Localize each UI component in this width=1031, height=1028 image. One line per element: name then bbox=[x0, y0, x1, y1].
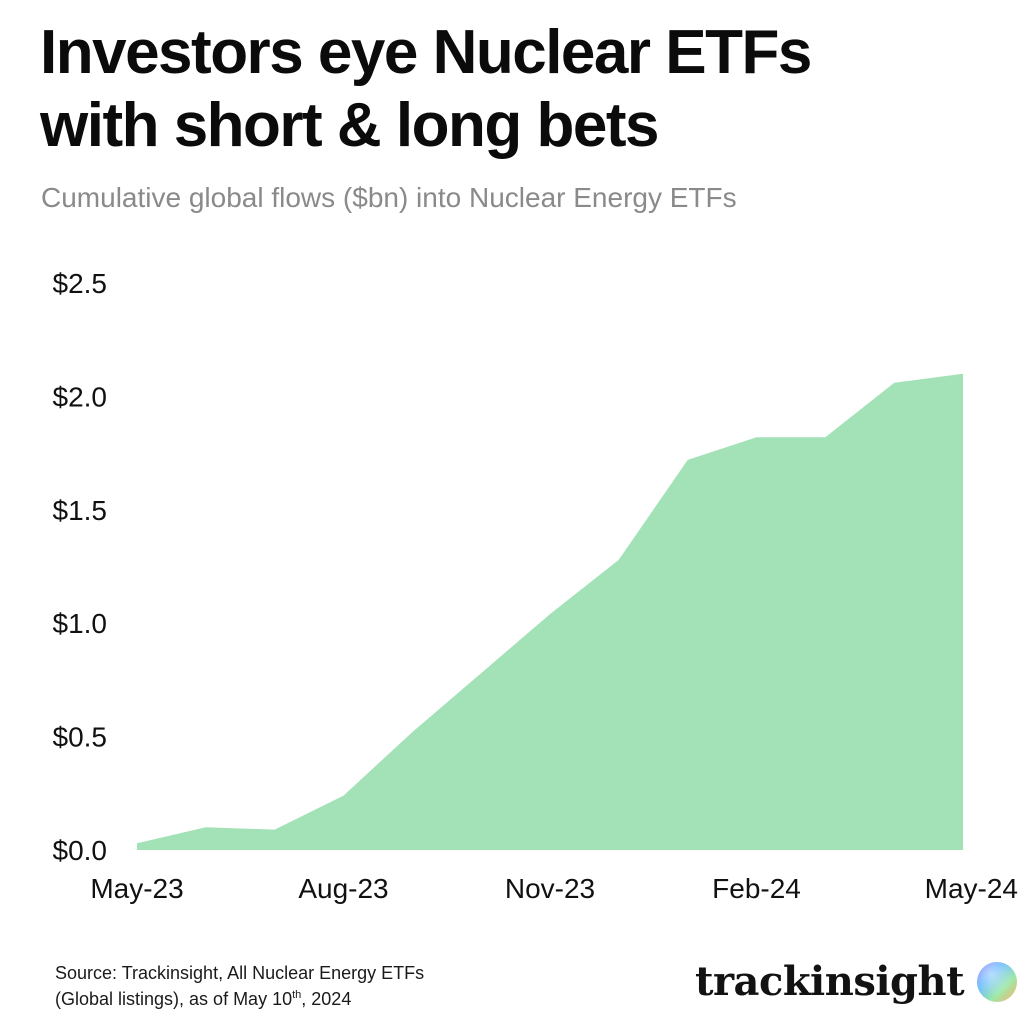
area-layer bbox=[137, 373, 963, 850]
source-line-2-sup: th bbox=[292, 989, 302, 1001]
y-tick-label: $0.0 bbox=[53, 835, 108, 866]
source-note: Source: Trackinsight, All Nuclear Energy… bbox=[55, 960, 615, 1012]
source-line-2: (Global listings), as of May 10th, 2024 bbox=[55, 986, 615, 1012]
brand-name: trackinsight bbox=[695, 958, 965, 1005]
chart-title: Investors eye Nuclear ETFs with short & … bbox=[40, 16, 980, 162]
y-axis: $0.0 $0.5 $1.0 $1.5 $2.0 $2.5 bbox=[53, 268, 108, 866]
y-tick-label: $2.0 bbox=[53, 381, 108, 412]
x-tick-label: May-24 bbox=[925, 873, 1018, 904]
source-line-2-prefix: (Global listings), as of May 10 bbox=[55, 989, 293, 1009]
x-axis: May-23 Aug-23 Nov-23 Feb-24 May-24 bbox=[90, 873, 1018, 904]
x-tick-label: Feb-24 bbox=[712, 873, 801, 904]
y-tick-label: $2.5 bbox=[53, 268, 108, 299]
chart-title-line-1: Investors eye Nuclear ETFs bbox=[40, 18, 812, 87]
source-line-1: Source: Trackinsight, All Nuclear Energy… bbox=[55, 963, 425, 983]
y-tick-label: $1.0 bbox=[53, 608, 108, 639]
chart-subtitle: Cumulative global flows ($bn) into Nucle… bbox=[41, 182, 737, 213]
chart-title-line-2: with short & long bets bbox=[40, 91, 659, 160]
cumulative-flows-area bbox=[137, 373, 963, 850]
brand-logo: trackinsight bbox=[695, 958, 1018, 1005]
x-tick-label: May-23 bbox=[90, 873, 183, 904]
y-tick-label: $1.5 bbox=[53, 495, 108, 526]
x-tick-label: Nov-23 bbox=[505, 873, 595, 904]
gradient-orb-icon bbox=[977, 961, 1018, 1002]
y-tick-label: $0.5 bbox=[53, 722, 108, 753]
x-tick-label: Aug-23 bbox=[298, 873, 388, 904]
source-line-2-suffix: , 2024 bbox=[301, 989, 352, 1009]
